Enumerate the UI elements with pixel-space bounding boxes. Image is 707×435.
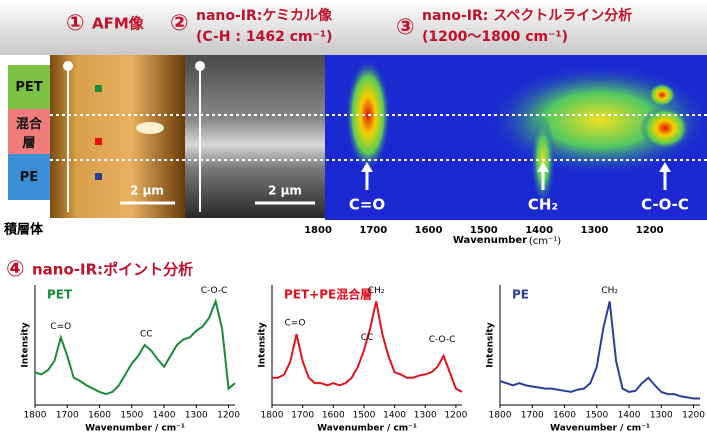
peak-label: C-O-C [641,196,689,214]
panel-title: nano-IR: スペクトルライン分析 [422,7,632,24]
section-title: nano-IR:ポイント分析 [32,261,193,279]
peak-annotation: C=O [50,322,71,332]
x-axis-label: Wavenumber / cm⁻¹ [550,424,650,434]
x-axis-label: Wavenumber / cm⁻¹ [85,424,185,434]
layer-label: PET [8,65,50,109]
x-tick-label: 1200 [444,411,467,421]
peak-annotation: C-O-C [201,286,228,296]
spectrum-line [500,301,700,398]
series-label: PET+PE混合層 [284,287,372,302]
panel-number: ② [170,11,189,36]
x-tick-label: 1800 [304,225,332,236]
x-tick-label: 1400 [525,225,553,236]
x-tick-label: 1200 [682,411,705,421]
x-tick-label: 1300 [414,411,437,421]
x-tick-label: 1500 [352,411,375,421]
section-number: ④ [6,257,25,282]
figure: 2 µm 2 µm 積層体 ① AFM像 ② nano-IR:ケミカル像 (C-… [0,0,707,435]
panel-number: ① [66,11,85,36]
chemical-image [185,55,325,218]
marker [95,173,102,180]
y-axis-label: Intensity [21,322,31,367]
scan-start [195,61,205,71]
x-tick-label: 1800 [24,411,47,421]
x-tick-label: 1600 [88,411,111,421]
peak-annotation: C-O-C [429,335,456,345]
x-tick-label: 1200 [217,411,240,421]
x-tick-label: 1700 [56,411,79,421]
series-label: PE [512,288,529,302]
peak-label: C=O [349,196,385,214]
marker [95,138,102,145]
x-tick-label: 1400 [618,411,641,421]
panel-number: ③ [396,15,415,40]
heat [640,106,690,150]
layer-label: 混合層 [8,109,50,154]
peak-annotation: CH₂ [368,286,385,296]
layer-label: PE [8,154,50,200]
x-tick-label: 1400 [383,411,406,421]
panel-subtitle: (C-H : 1462 cm⁻¹) [196,29,333,45]
peak-annotation: C=O [285,319,306,329]
x-tick-label: 1400 [153,411,176,421]
peak-annotation: CC [140,330,153,340]
x-tick-label: 1300 [650,411,673,421]
panel-subtitle: (1200〜1800 cm⁻¹) [422,29,568,45]
x-axis-unit: (cm⁻¹) [529,236,561,247]
x-tick-label: 1700 [291,411,314,421]
peak-label: CH₂ [528,196,558,214]
panel-title: nano-IR:ケミカル像 [196,7,333,24]
x-tick-label: 1700 [521,411,544,421]
heat [648,83,676,107]
x-tick-label: 1600 [322,411,345,421]
x-tick-label: 1500 [585,411,608,421]
x-tick-label: 1300 [581,225,609,236]
x-tick-label: 1200 [636,225,664,236]
x-tick-label: 1600 [553,411,576,421]
x-tick-label: 1500 [120,411,143,421]
scale-label: 2 µm [130,184,164,198]
scale-label: 2 µm [268,184,302,198]
stack-label: 積層体 [3,222,44,238]
x-tick-label: 1300 [185,411,208,421]
y-axis-label: Intensity [258,322,268,367]
canvas: 2 µm 2 µm 積層体 ① AFM像 ② nano-IR:ケミカル像 (C-… [0,0,707,435]
x-axis-label: Wavenumber / cm⁻¹ [317,424,417,434]
series-label: PET [47,288,73,302]
peak-annotation: CH₂ [601,286,618,296]
y-axis-label: Intensity [486,322,496,367]
spectrum-line [272,301,462,392]
peak-annotation: CC [361,333,374,343]
afm-image [50,55,185,218]
x-tick-label: 1600 [415,225,443,236]
spectrum-line [35,301,235,394]
afm-spot [136,122,164,134]
x-tick-label: 1800 [261,411,284,421]
panel-title: AFM像 [92,15,145,33]
scan-start [63,61,73,71]
x-tick-label: 1700 [359,225,387,236]
x-tick-label: 1800 [489,411,512,421]
x-axis-label: Wavenumber [453,235,527,246]
marker [95,85,102,92]
